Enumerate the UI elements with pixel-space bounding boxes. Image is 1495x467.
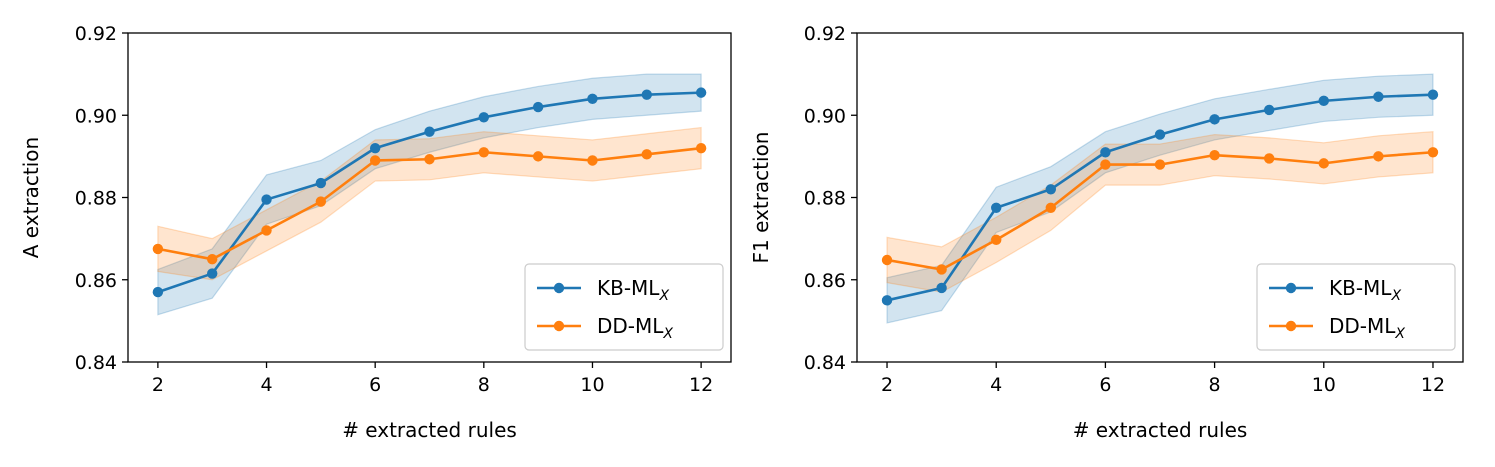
y-tick-label: 0.90 (804, 105, 846, 127)
legend-label-dd-ml: DD-MLX (597, 314, 673, 342)
x-tick-label: 6 (1099, 374, 1111, 396)
data-point-dd-ml-12 (1428, 147, 1438, 157)
x-tick-label: 4 (260, 374, 272, 396)
data-point-dd-ml-11 (642, 149, 652, 159)
legend-label-kb-ml: KB-MLX (597, 276, 669, 304)
y-tick-label: 0.92 (75, 23, 117, 45)
y-tick-label: 0.84 (804, 352, 846, 374)
x-tick-label: 8 (478, 374, 490, 396)
legend: KB-MLX DD-MLX (1257, 264, 1455, 350)
data-point-dd-ml-2 (882, 255, 892, 265)
data-point-dd-ml-5 (316, 196, 326, 206)
data-point-dd-ml-3 (207, 254, 217, 264)
data-point-dd-ml-10 (587, 155, 597, 165)
data-point-dd-ml-6 (1100, 159, 1110, 169)
data-point-kb-ml-10 (1319, 96, 1329, 106)
data-point-dd-ml-9 (533, 151, 543, 161)
data-point-kb-ml-4 (991, 203, 1001, 213)
data-point-dd-ml-3 (936, 264, 946, 274)
data-point-dd-ml-12 (696, 143, 706, 153)
x-axis-label: # extracted rules (342, 418, 517, 442)
data-point-kb-ml-11 (642, 89, 652, 99)
data-point-dd-ml-7 (1155, 159, 1165, 169)
legend-marker-dd-ml (1286, 321, 1296, 331)
data-point-kb-ml-11 (1373, 92, 1383, 102)
y-axis-label: F1 extraction (749, 131, 773, 263)
data-point-kb-ml-7 (1155, 129, 1165, 139)
y-axis-label: A extraction (19, 137, 43, 258)
data-point-dd-ml-11 (1373, 151, 1383, 161)
data-point-kb-ml-4 (261, 194, 271, 204)
y-tick-label: 0.86 (804, 270, 846, 292)
data-point-dd-ml-6 (370, 155, 380, 165)
data-point-kb-ml-8 (479, 112, 489, 122)
legend-label-kb-ml: KB-MLX (1329, 276, 1401, 304)
y-tick-label: 0.92 (804, 23, 846, 45)
confidence-band-dd-ml (158, 128, 701, 280)
legend: KB-MLX DD-MLX (525, 264, 723, 350)
data-point-dd-ml-10 (1319, 158, 1329, 168)
y-tick-label: 0.88 (75, 188, 117, 210)
x-tick-label: 12 (689, 374, 713, 396)
data-point-kb-ml-2 (153, 287, 163, 297)
data-point-dd-ml-9 (1264, 153, 1274, 163)
data-point-dd-ml-4 (261, 225, 271, 235)
data-point-kb-ml-8 (1209, 114, 1219, 124)
legend-marker-kb-ml (1286, 283, 1296, 293)
data-point-kb-ml-5 (316, 178, 326, 188)
x-tick-label: 4 (990, 374, 1002, 396)
x-axis-label: # extracted rules (1073, 418, 1248, 442)
data-point-kb-ml-6 (1100, 147, 1110, 157)
data-point-kb-ml-9 (1264, 105, 1274, 115)
y-tick-label: 0.86 (75, 270, 117, 292)
x-tick-label: 12 (1421, 374, 1445, 396)
figure: 2 4 6 8 10 12 0.84 0.86 0.88 0.90 0.92 # extracted … (0, 0, 1495, 467)
x-tick-label: 2 (881, 374, 893, 396)
chart-panel-1: 2 4 6 8 10 12 0.84 0.86 0.88 0.90 0.92 # extracted … (19, 23, 731, 442)
x-tick-label: 10 (1312, 374, 1336, 396)
data-point-dd-ml-2 (153, 244, 163, 254)
data-point-dd-ml-7 (424, 154, 434, 164)
data-point-kb-ml-12 (1428, 89, 1438, 99)
data-point-kb-ml-12 (696, 87, 706, 97)
y-tick-label: 0.88 (804, 188, 846, 210)
data-point-kb-ml-3 (936, 283, 946, 293)
legend-label-dd-ml: DD-MLX (1329, 314, 1405, 342)
data-point-kb-ml-2 (882, 295, 892, 305)
data-point-kb-ml-9 (533, 102, 543, 112)
chart-panel-2: 2 4 6 8 10 12 0.84 0.86 0.88 0.90 0.92 # extracted … (749, 23, 1463, 442)
x-tick-label: 8 (1209, 374, 1221, 396)
x-tick-label: 10 (580, 374, 604, 396)
data-point-dd-ml-4 (991, 235, 1001, 245)
data-point-kb-ml-5 (1046, 184, 1056, 194)
data-point-kb-ml-10 (587, 94, 597, 104)
x-tick-label: 6 (369, 374, 381, 396)
legend-marker-dd-ml (554, 321, 564, 331)
legend-marker-kb-ml (554, 283, 564, 293)
data-point-kb-ml-7 (424, 127, 434, 137)
data-point-dd-ml-8 (1209, 150, 1219, 160)
data-point-kb-ml-6 (370, 143, 380, 153)
x-tick-label: 2 (152, 374, 164, 396)
data-point-kb-ml-3 (207, 268, 217, 278)
data-point-dd-ml-5 (1046, 203, 1056, 213)
data-point-dd-ml-8 (479, 147, 489, 157)
y-tick-label: 0.90 (75, 105, 117, 127)
y-tick-label: 0.84 (75, 352, 117, 374)
